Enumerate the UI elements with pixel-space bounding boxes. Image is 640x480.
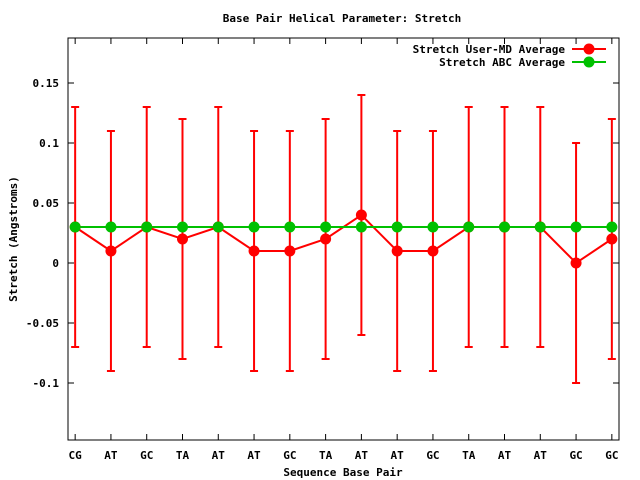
data-point-abc bbox=[284, 221, 296, 233]
x-tick-label: GC bbox=[140, 449, 153, 462]
data-point-abc bbox=[499, 221, 511, 233]
x-tick-label: AT bbox=[498, 449, 512, 462]
data-point-user-md bbox=[320, 233, 332, 245]
data-point-user-md bbox=[355, 209, 367, 221]
data-point-abc bbox=[463, 221, 475, 233]
y-axis-label: Stretch (Angstroms) bbox=[7, 176, 20, 302]
y-tick-label: 0 bbox=[52, 257, 59, 270]
y-tick-label: 0.1 bbox=[39, 137, 59, 150]
data-point-abc bbox=[391, 221, 403, 233]
data-point-user-md bbox=[248, 245, 260, 257]
y-tick-label: 0.05 bbox=[33, 197, 60, 210]
data-point-abc bbox=[427, 221, 439, 233]
data-point-abc bbox=[105, 221, 117, 233]
x-tick-label: AT bbox=[104, 449, 118, 462]
x-axis-label: Sequence Base Pair bbox=[283, 466, 403, 479]
data-point-abc bbox=[141, 221, 153, 233]
x-tick-label: GC bbox=[569, 449, 582, 462]
x-tick-label: AT bbox=[247, 449, 261, 462]
data-point-abc bbox=[606, 221, 618, 233]
legend: Stretch User-MD Average Stretch ABC Aver… bbox=[413, 43, 606, 69]
data-point-user-md bbox=[570, 257, 582, 269]
data-point-user-md bbox=[427, 245, 439, 257]
data-point-abc bbox=[69, 221, 81, 233]
legend-label-abc: Stretch ABC Average bbox=[439, 56, 565, 69]
data-point-abc bbox=[570, 221, 582, 233]
legend-marker-abc bbox=[583, 56, 595, 68]
data-point-abc bbox=[355, 221, 367, 233]
x-tick-label: TA bbox=[319, 449, 333, 462]
y-tick-label: -0.05 bbox=[26, 317, 59, 330]
data-point-abc bbox=[320, 221, 332, 233]
x-tick-label: AT bbox=[391, 449, 405, 462]
data-point-user-md bbox=[105, 245, 117, 257]
data-point-user-md bbox=[606, 233, 618, 245]
data-point-user-md bbox=[391, 245, 403, 257]
x-tick-label: TA bbox=[176, 449, 190, 462]
data-point-abc bbox=[248, 221, 260, 233]
x-tick-label: AT bbox=[212, 449, 226, 462]
legend-marker-user-md bbox=[583, 43, 595, 55]
x-tick-label: GC bbox=[283, 449, 296, 462]
data-point-user-md bbox=[176, 233, 188, 245]
x-tick-label: AT bbox=[534, 449, 548, 462]
plot-frame bbox=[67, 37, 620, 441]
x-tick-label: AT bbox=[355, 449, 369, 462]
x-tick-label: GC bbox=[605, 449, 618, 462]
x-tick-label: TA bbox=[462, 449, 476, 462]
chart-title: Base Pair Helical Parameter: Stretch bbox=[223, 12, 461, 25]
data-point-user-md bbox=[284, 245, 296, 257]
data-point-abc bbox=[534, 221, 546, 233]
data-point-abc bbox=[176, 221, 188, 233]
y-tick-label: 0.15 bbox=[33, 77, 60, 90]
x-tick-label: GC bbox=[426, 449, 439, 462]
series-line-user-md bbox=[74, 213, 613, 265]
y-tick-label: -0.1 bbox=[33, 377, 60, 390]
legend-label-user-md: Stretch User-MD Average bbox=[413, 43, 566, 56]
data-point-abc bbox=[212, 221, 224, 233]
x-tick-label: CG bbox=[69, 449, 83, 462]
